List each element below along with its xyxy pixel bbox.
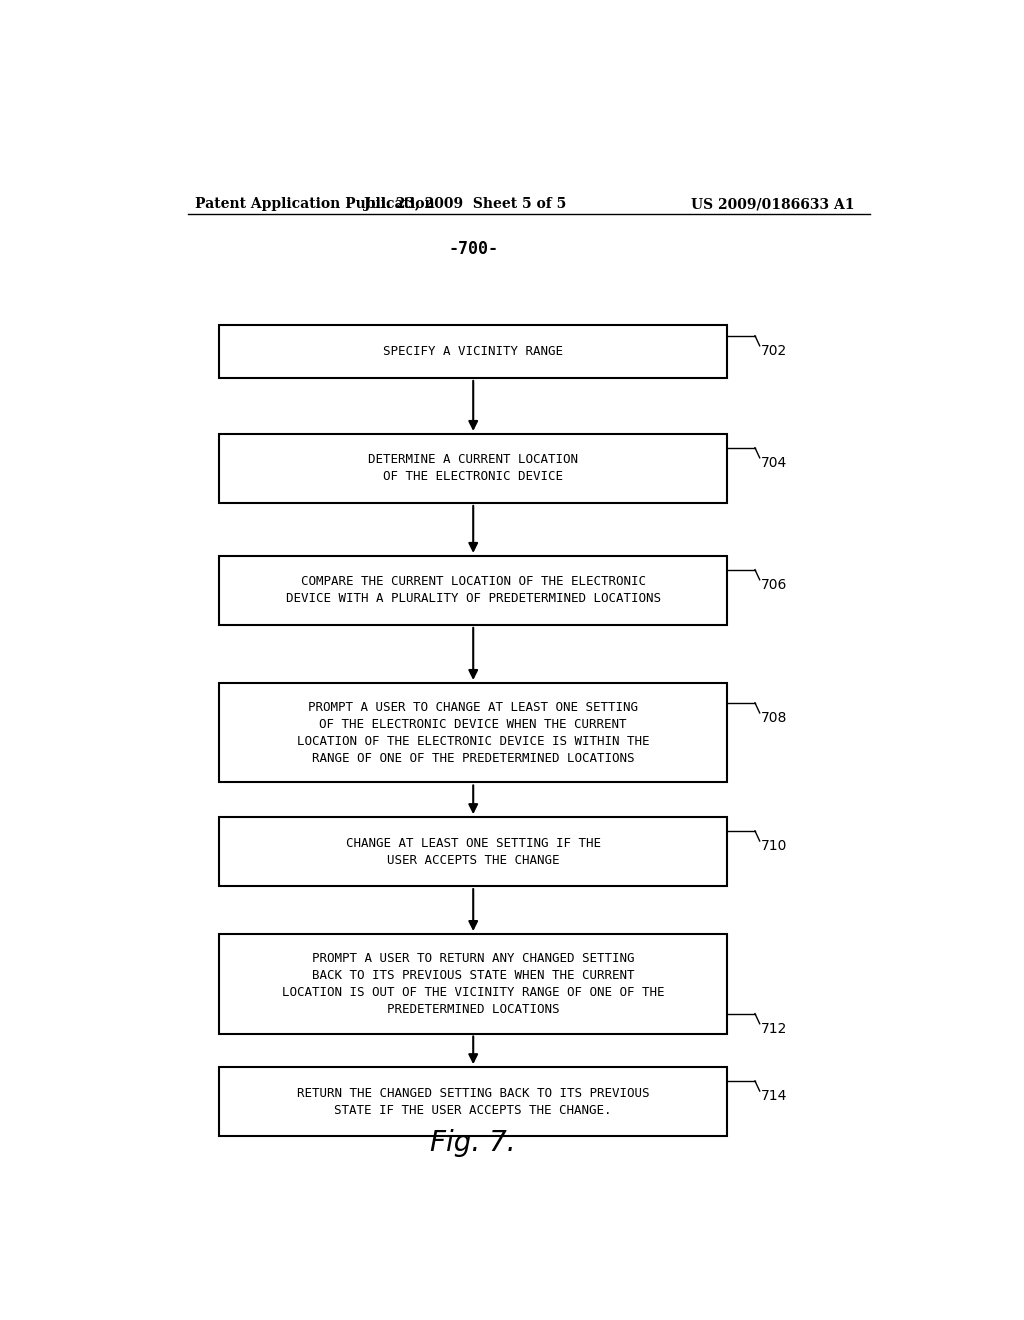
Text: COMPARE THE CURRENT LOCATION OF THE ELECTRONIC
DEVICE WITH A PLURALITY OF PREDET: COMPARE THE CURRENT LOCATION OF THE ELEC… <box>286 576 660 606</box>
Text: Jul. 23, 2009  Sheet 5 of 5: Jul. 23, 2009 Sheet 5 of 5 <box>365 197 566 211</box>
Bar <box>219 434 727 503</box>
Text: PROMPT A USER TO CHANGE AT LEAST ONE SETTING
OF THE ELECTRONIC DEVICE WHEN THE C: PROMPT A USER TO CHANGE AT LEAST ONE SET… <box>297 701 649 764</box>
Text: 704: 704 <box>761 455 787 470</box>
Bar <box>219 817 727 886</box>
Text: Patent Application Publication: Patent Application Publication <box>196 197 435 211</box>
Bar <box>219 556 727 624</box>
Text: 706: 706 <box>761 578 787 591</box>
Text: 708: 708 <box>761 711 787 725</box>
Text: -700-: -700- <box>449 240 499 257</box>
Text: PROMPT A USER TO RETURN ANY CHANGED SETTING
BACK TO ITS PREVIOUS STATE WHEN THE : PROMPT A USER TO RETURN ANY CHANGED SETT… <box>282 952 665 1015</box>
Text: Fig. 7.: Fig. 7. <box>430 1129 516 1156</box>
Text: SPECIFY A VICINITY RANGE: SPECIFY A VICINITY RANGE <box>383 345 563 358</box>
Bar <box>219 325 727 378</box>
Bar <box>219 682 727 783</box>
Text: 712: 712 <box>761 1022 787 1036</box>
Bar <box>219 935 727 1034</box>
Text: US 2009/0186633 A1: US 2009/0186633 A1 <box>690 197 854 211</box>
Text: DETERMINE A CURRENT LOCATION
OF THE ELECTRONIC DEVICE: DETERMINE A CURRENT LOCATION OF THE ELEC… <box>369 453 579 483</box>
Bar <box>219 1067 727 1137</box>
Text: RETURN THE CHANGED SETTING BACK TO ITS PREVIOUS
STATE IF THE USER ACCEPTS THE CH: RETURN THE CHANGED SETTING BACK TO ITS P… <box>297 1086 649 1117</box>
Text: 702: 702 <box>761 343 787 358</box>
Text: 714: 714 <box>761 1089 787 1104</box>
Text: CHANGE AT LEAST ONE SETTING IF THE
USER ACCEPTS THE CHANGE: CHANGE AT LEAST ONE SETTING IF THE USER … <box>346 837 601 867</box>
Text: 710: 710 <box>761 840 787 853</box>
